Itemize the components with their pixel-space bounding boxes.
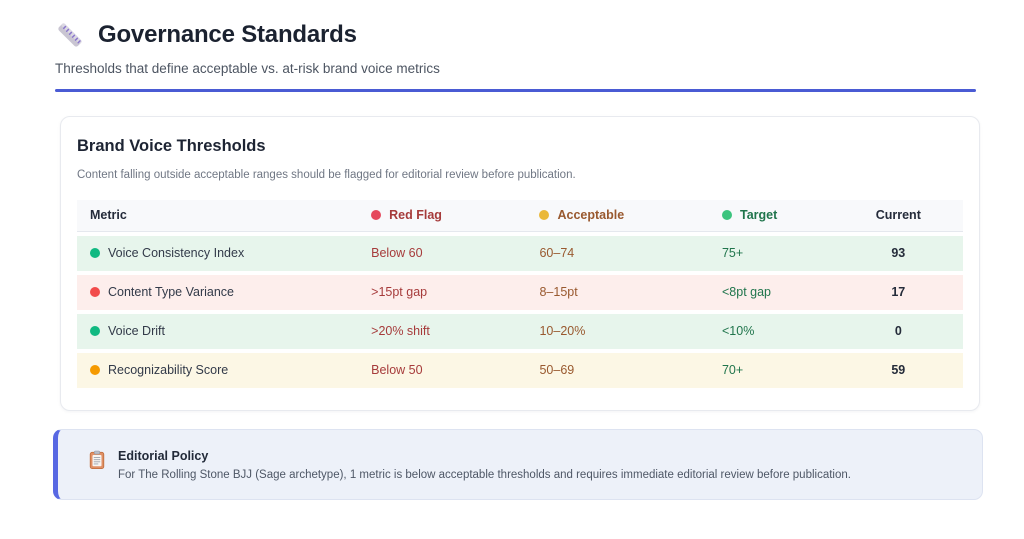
status-dot-icon <box>90 287 100 297</box>
policy-text: For The Rolling Stone BJJ (Sage archetyp… <box>118 468 851 481</box>
current-value: 0 <box>833 313 963 349</box>
column-header-current: Current <box>833 199 963 232</box>
current-value: 17 <box>833 274 963 310</box>
metric-cell: Recognizability Score <box>77 352 372 388</box>
thresholds-card: Brand Voice Thresholds Content falling o… <box>60 115 980 411</box>
target-value: <8pt gap <box>721 274 834 310</box>
page-subtitle: Thresholds that define acceptable vs. at… <box>55 61 440 76</box>
metric-cell: Voice Consistency Index <box>77 235 372 271</box>
clipboard-icon <box>88 450 106 470</box>
thresholds-table-body: Voice Consistency Index Below 60 60–74 7… <box>77 235 963 388</box>
column-header-red-flag: Red Flag <box>371 199 540 232</box>
metric-cell: Content Type Variance <box>77 274 372 310</box>
metric-cell: Voice Drift <box>77 313 372 349</box>
status-dot-icon <box>90 365 100 375</box>
red-flag-value: >15pt gap <box>371 274 540 310</box>
current-value: 59 <box>833 352 963 388</box>
current-value: 93 <box>833 235 963 271</box>
acceptable-value: 8–15pt <box>539 274 722 310</box>
red-flag-value: Below 60 <box>371 235 540 271</box>
card-title: Brand Voice Thresholds <box>77 136 266 155</box>
metric-label: Voice Drift <box>108 324 165 338</box>
editorial-policy-note: Editorial Policy For The Rolling Stone B… <box>53 428 983 500</box>
page-header: Governance Standards Thresholds that def… <box>0 20 1024 92</box>
red-flag-value: >20% shift <box>371 313 540 349</box>
column-header-metric: Metric <box>77 199 372 232</box>
metric-label: Recognizability Score <box>108 363 229 377</box>
policy-title: Editorial Policy <box>118 448 209 463</box>
target-value: <10% <box>721 313 834 349</box>
status-dot-icon <box>90 326 100 336</box>
column-header-target: Target <box>721 199 834 232</box>
column-header-acceptable: Acceptable <box>539 199 722 232</box>
table-row: Content Type Variance >15pt gap 8–15pt <… <box>77 274 963 310</box>
ruler-icon <box>55 20 85 50</box>
red-flag-value: Below 50 <box>371 352 540 388</box>
card-subtitle: Content falling outside acceptable range… <box>77 168 576 181</box>
acceptable-value: 50–69 <box>539 352 722 388</box>
table-row: Voice Drift >20% shift 10–20% <10% 0 <box>77 313 963 349</box>
target-value: 75+ <box>721 235 834 271</box>
governance-standards-page: Governance Standards Thresholds that def… <box>0 20 1024 500</box>
metric-label: Voice Consistency Index <box>108 246 245 260</box>
target-value: 70+ <box>721 352 834 388</box>
red-dot-icon <box>371 210 382 220</box>
table-row: Voice Consistency Index Below 60 60–74 7… <box>77 235 963 271</box>
acceptable-value: 10–20% <box>539 313 722 349</box>
page-title: Governance Standards <box>98 21 357 48</box>
table-header-row: Metric Red Flag Acceptable Target Curren… <box>77 199 963 232</box>
green-dot-icon <box>721 210 732 220</box>
amber-dot-icon <box>539 210 550 220</box>
table-row: Recognizability Score Below 50 50–69 70+… <box>77 352 963 388</box>
metric-label: Content Type Variance <box>108 285 235 299</box>
accent-divider <box>55 89 976 92</box>
status-dot-icon <box>90 248 100 258</box>
acceptable-value: 60–74 <box>539 235 722 271</box>
thresholds-table: Metric Red Flag Acceptable Target Curren… <box>77 196 963 392</box>
